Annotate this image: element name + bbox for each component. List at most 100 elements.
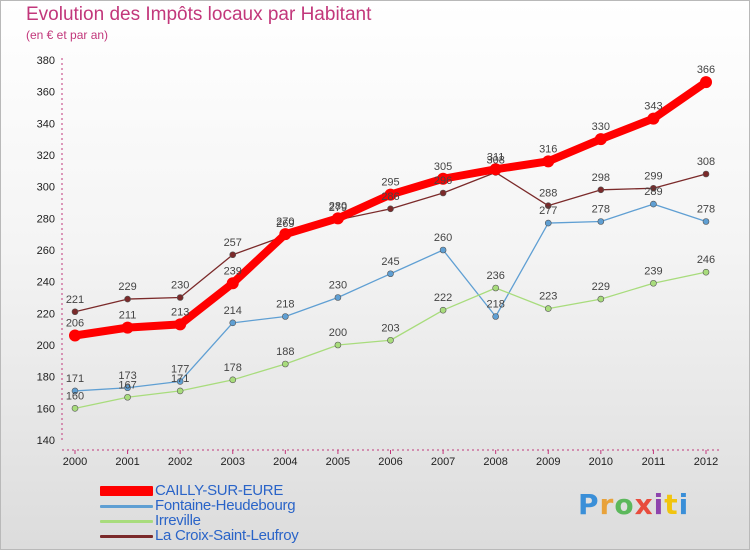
x-tick-label: 2007 — [431, 456, 455, 468]
value-label-0: 270 — [276, 216, 294, 228]
value-label-0: 366 — [697, 64, 715, 76]
logo-letter: o — [614, 488, 635, 521]
y-tick-label: 300 — [37, 182, 55, 194]
value-label-2: 236 — [486, 270, 504, 282]
series-point-1 — [702, 218, 710, 225]
value-label-3: 221 — [66, 294, 84, 306]
value-label-0: 213 — [171, 306, 189, 318]
legend-label-cailly: CAILLY-SUR-EURE — [155, 482, 284, 499]
series-point-2 — [702, 268, 710, 276]
logo-letter: i — [678, 488, 690, 521]
value-label-0: 280 — [329, 200, 347, 212]
value-label-3: 308 — [486, 154, 504, 166]
value-label-1: 218 — [486, 299, 504, 311]
series-point-1 — [387, 270, 394, 278]
series-point-3 — [71, 308, 79, 316]
y-tick-label: 280 — [37, 213, 55, 225]
value-label-3: 296 — [434, 175, 452, 187]
series-point-1 — [597, 218, 605, 225]
value-label-2: 171 — [171, 373, 189, 385]
logo-letter: i — [653, 488, 665, 521]
value-label-0: 211 — [119, 310, 137, 322]
legend-label-fontaine: Fontaine-Heudebourg — [155, 497, 296, 514]
series-point-3 — [229, 251, 237, 259]
legend-swatch-fontaine — [100, 505, 153, 508]
series-point-1 — [492, 313, 499, 320]
value-label-2: 203 — [381, 322, 399, 334]
series-point-1 — [544, 219, 552, 227]
y-tick-label: 360 — [37, 87, 55, 99]
series-point-2 — [387, 336, 394, 344]
value-label-2: 188 — [276, 346, 294, 358]
series-point-3 — [124, 295, 131, 303]
y-tick-label: 320 — [37, 150, 55, 162]
series-point-0 — [174, 318, 187, 331]
value-label-2: 160 — [66, 390, 84, 402]
series-point-1 — [282, 313, 289, 320]
chart-title: Evolution des Impôts locaux par Habitant — [26, 4, 372, 25]
series-point-3 — [702, 170, 710, 178]
value-label-1: 177 — [171, 363, 189, 375]
value-label-1: 171 — [66, 373, 84, 385]
series-point-1 — [334, 294, 342, 301]
value-label-1: 173 — [118, 370, 136, 382]
series-value-labels: 206 211 213 239 270 280 295 305 311 316 330 343 366 1… — [66, 64, 715, 402]
x-tick-label: 2008 — [483, 456, 507, 468]
series-point-2 — [544, 305, 552, 312]
logo-letter: x — [634, 488, 654, 521]
x-tick-label: 2001 — [115, 456, 139, 468]
y-tick-label: 260 — [37, 245, 55, 257]
y-tick-label: 340 — [37, 118, 55, 130]
value-label-1: 277 — [539, 205, 557, 217]
logo-letter: P — [578, 488, 600, 521]
series-point-3 — [650, 184, 657, 192]
series-point-0 — [594, 133, 607, 146]
y-tick-label: 140 — [37, 435, 55, 447]
series-point-0 — [384, 188, 397, 201]
series-point-1 — [176, 378, 184, 385]
legend-label-irreville: Irreville — [155, 512, 201, 529]
value-label-1: 278 — [697, 204, 715, 216]
value-label-3: 257 — [224, 237, 242, 249]
series-point-2 — [439, 306, 447, 314]
value-label-3: 229 — [118, 281, 136, 293]
value-label-0: 305 — [434, 161, 452, 173]
series-point-0 — [121, 321, 134, 334]
value-label-0: 295 — [381, 177, 399, 189]
series-point-1 — [71, 387, 79, 395]
series-point-0 — [437, 172, 450, 185]
value-label-2: 178 — [224, 362, 242, 374]
series-point-2 — [229, 376, 237, 384]
series-point-2 — [124, 393, 131, 401]
series-point-0 — [647, 112, 660, 125]
series-point-0 — [700, 76, 712, 89]
chart-axes — [61, 58, 720, 451]
value-label-1: 260 — [434, 232, 452, 244]
series-point-0 — [226, 277, 239, 290]
value-label-0: 343 — [644, 101, 662, 113]
series-point-0 — [69, 329, 81, 342]
value-label-0: 206 — [66, 318, 84, 330]
value-label-3: 308 — [697, 156, 715, 168]
series-point-2 — [597, 295, 605, 303]
series-points — [69, 76, 712, 412]
series-point-2 — [176, 387, 184, 395]
y-tick-label: 200 — [37, 340, 55, 352]
legend-swatch-cailly — [100, 486, 153, 496]
value-label-2: 223 — [539, 291, 557, 303]
x-tick-label: 2010 — [589, 456, 613, 468]
x-tick-label: 2003 — [221, 456, 245, 468]
y-tick-label: 180 — [37, 372, 55, 384]
series-point-2 — [71, 405, 79, 412]
series-point-1 — [124, 384, 131, 392]
chart-subtitle: (en € et par an) — [26, 28, 109, 42]
series-point-1 — [439, 246, 447, 254]
y-tick-label: 240 — [37, 277, 55, 289]
value-label-3: 298 — [592, 172, 610, 184]
value-label-2: 229 — [592, 281, 610, 293]
series-point-2 — [282, 360, 289, 368]
proxiti-logo: Proxiti — [578, 488, 689, 521]
x-tick-label: 2000 — [63, 456, 87, 468]
value-label-0: 316 — [539, 143, 557, 155]
